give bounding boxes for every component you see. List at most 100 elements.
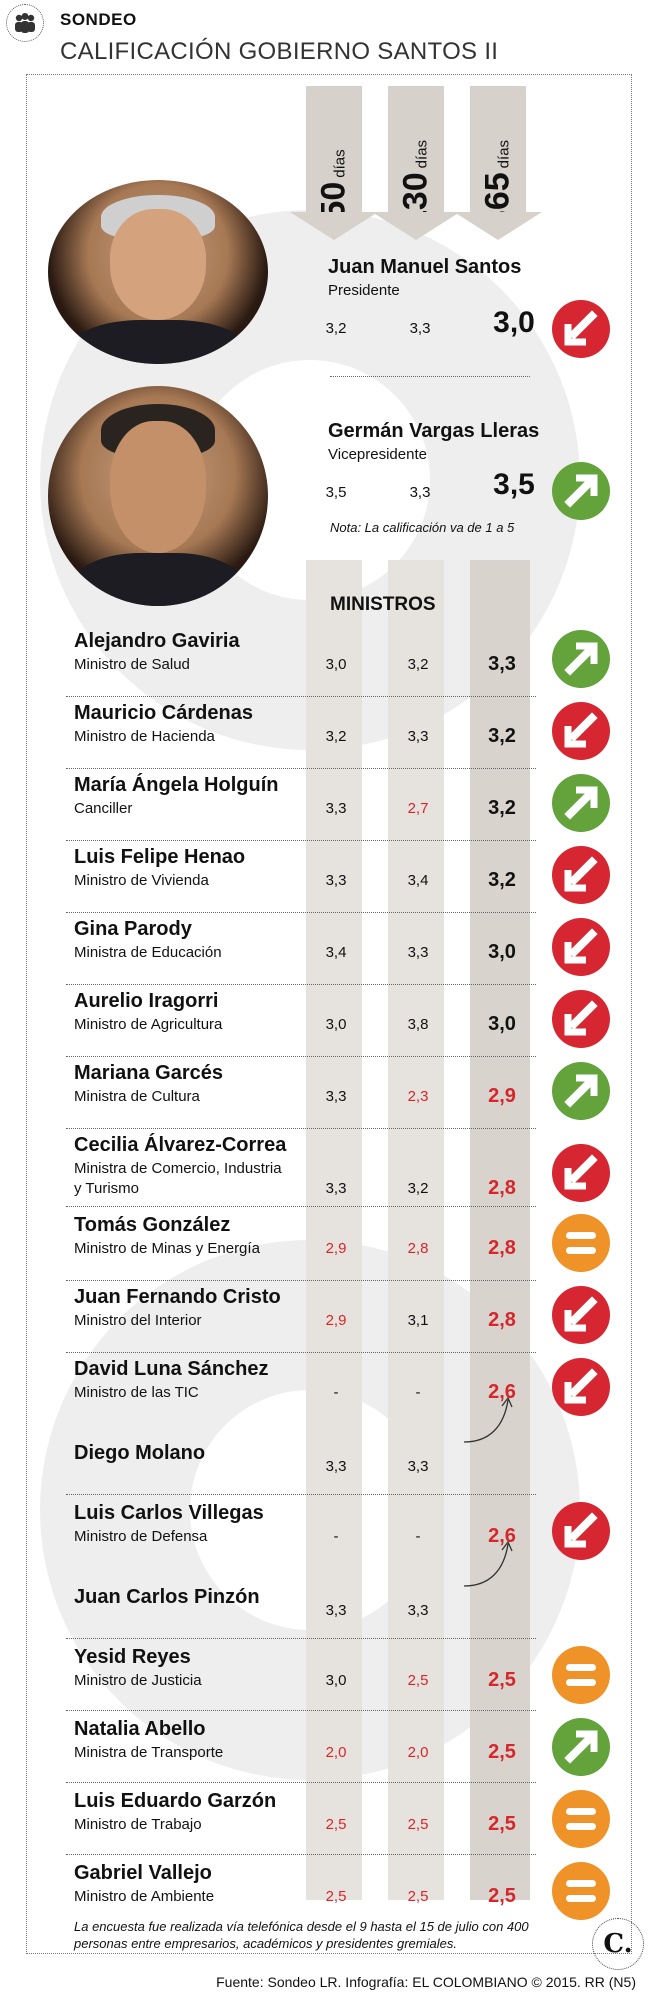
minister-name: Natalia Abello — [74, 1718, 206, 1740]
score-50: 2,5 — [325, 1816, 347, 1833]
trend-equal-icon — [552, 1646, 610, 1704]
ministers-heading: MINISTROS — [330, 594, 436, 615]
row-separator — [66, 840, 536, 841]
kicker: SONDEO — [60, 10, 137, 29]
trend-equal-icon — [552, 1862, 610, 1920]
trend-up-arrow-icon — [552, 1718, 610, 1776]
row-separator — [66, 1494, 536, 1495]
score-130: 3,3 — [409, 320, 431, 337]
score-130: 2,5 — [407, 1816, 429, 1833]
score-365: 2,8 — [488, 1237, 516, 1259]
score-130: 2,5 — [407, 1672, 429, 1689]
minister-name: María Ángela Holguín — [74, 774, 279, 796]
score-130: 3,8 — [407, 1016, 429, 1033]
trend-down-arrow-icon — [552, 1358, 610, 1416]
score-50: 3,3 — [325, 1602, 347, 1619]
score-50: 3,0 — [325, 656, 347, 673]
score-365: 2,5 — [488, 1813, 516, 1835]
score-130: 3,4 — [407, 872, 429, 889]
score-365: 2,6 — [488, 1525, 516, 1547]
trend-equal-icon — [552, 1790, 610, 1848]
score-365: 3,3 — [488, 653, 516, 675]
el-colombiano-logo: C. — [592, 1918, 644, 1970]
methodology-footnote: La encuesta fue realizada vía telefónica… — [74, 1919, 529, 1951]
score-365: 3,0 — [493, 306, 535, 339]
score-130: 3,3 — [409, 484, 431, 501]
score-50: 3,0 — [325, 1016, 347, 1033]
minister-role: y Turismo — [74, 1180, 140, 1197]
score-365: 3,2 — [488, 725, 516, 747]
trend-down-arrow-icon — [552, 990, 610, 1048]
row-separator — [66, 1056, 536, 1057]
minister-role: Ministra de Cultura — [74, 1088, 200, 1105]
trend-down-arrow-icon — [552, 846, 610, 904]
leader-name: Germán Vargas Lleras — [328, 420, 540, 442]
minister-name: Tomás González — [74, 1214, 231, 1236]
minister-name: David Luna Sánchez — [74, 1358, 269, 1380]
score-365: 2,8 — [488, 1309, 516, 1331]
trend-down-arrow-icon — [552, 918, 610, 976]
minister-name: Alejandro Gaviria — [74, 630, 240, 652]
minister-role: Ministro de Trabajo — [74, 1816, 202, 1833]
trend-up-arrow-icon — [552, 774, 610, 832]
score-365: 2,9 — [488, 1085, 516, 1107]
trend-up-arrow-icon — [552, 1062, 610, 1120]
score-50: 2,9 — [325, 1312, 347, 1329]
score-130: 3,2 — [407, 1180, 429, 1197]
minister-role: Ministro de Agricultura — [74, 1016, 223, 1033]
score-50: 3,3 — [325, 872, 347, 889]
score-50: 3,3 — [325, 1088, 347, 1105]
minister-role: Ministro de las TIC — [74, 1384, 199, 1401]
score-130: 3,3 — [407, 944, 429, 961]
score-130: 2,8 — [407, 1240, 429, 1257]
score-50: 3,0 — [325, 1672, 347, 1689]
replacement-arrow-icon — [463, 1396, 513, 1443]
portrait-santos — [48, 180, 268, 364]
score-50: 3,5 — [325, 484, 347, 501]
page-title: CALIFICACIÓN GOBIERNO SANTOS II — [60, 38, 499, 65]
score-50: - — [333, 1384, 339, 1401]
minister-name: Gabriel Vallejo — [74, 1862, 212, 1884]
row-separator — [66, 1128, 536, 1129]
minister-role: Ministro de Ambiente — [74, 1888, 215, 1905]
score-130: 2,3 — [407, 1088, 429, 1105]
score-365: 2,5 — [488, 1741, 516, 1763]
score-50: 3,3 — [325, 800, 347, 817]
trend-down-arrow-icon — [552, 1502, 610, 1560]
score-130: 2,0 — [407, 1744, 429, 1761]
score-50: - — [333, 1528, 339, 1545]
score-365: 2,6 — [488, 1381, 516, 1403]
minister-name: Gina Parody — [74, 918, 192, 940]
replacement-arrow-icon — [463, 1540, 513, 1587]
minister-name: Mariana Garcés — [74, 1062, 223, 1084]
row-separator — [66, 1854, 536, 1855]
portrait-vargas-lleras — [48, 386, 268, 606]
score-50: 2,0 — [325, 1744, 347, 1761]
score-130: 3,3 — [407, 1458, 429, 1475]
minister-role: Ministra de Transporte — [74, 1744, 224, 1761]
trend-up-arrow-icon — [552, 462, 610, 520]
trend-equal-icon — [552, 1214, 610, 1272]
leader-name: Juan Manuel Santos — [328, 256, 522, 278]
leader-role: Vicepresidente — [328, 446, 427, 463]
score-130: 2,5 — [407, 1888, 429, 1905]
row-separator — [66, 1280, 536, 1281]
trend-down-arrow-icon — [552, 1286, 610, 1344]
minister-name: Juan Fernando Cristo — [74, 1286, 281, 1308]
column-header-50: 50días — [290, 86, 378, 240]
score-130: - — [415, 1528, 421, 1545]
score-130: 3,1 — [407, 1312, 429, 1329]
score-50: 3,4 — [325, 944, 347, 961]
row-separator — [66, 1638, 536, 1639]
column-band-50 — [306, 560, 362, 1900]
source-credit: Fuente: Sondeo LR. Infografía: EL COLOMB… — [216, 1974, 636, 1990]
trend-down-arrow-icon — [552, 702, 610, 760]
score-365: 3,0 — [488, 1013, 516, 1035]
row-separator — [66, 1782, 536, 1783]
score-130: 3,3 — [407, 1602, 429, 1619]
row-separator — [66, 768, 536, 769]
column-band-130 — [388, 560, 444, 1900]
score-50: 2,5 — [325, 1888, 347, 1905]
minister-role: Ministro de Hacienda — [74, 728, 215, 745]
minister-role: Ministro de Defensa — [74, 1528, 208, 1545]
